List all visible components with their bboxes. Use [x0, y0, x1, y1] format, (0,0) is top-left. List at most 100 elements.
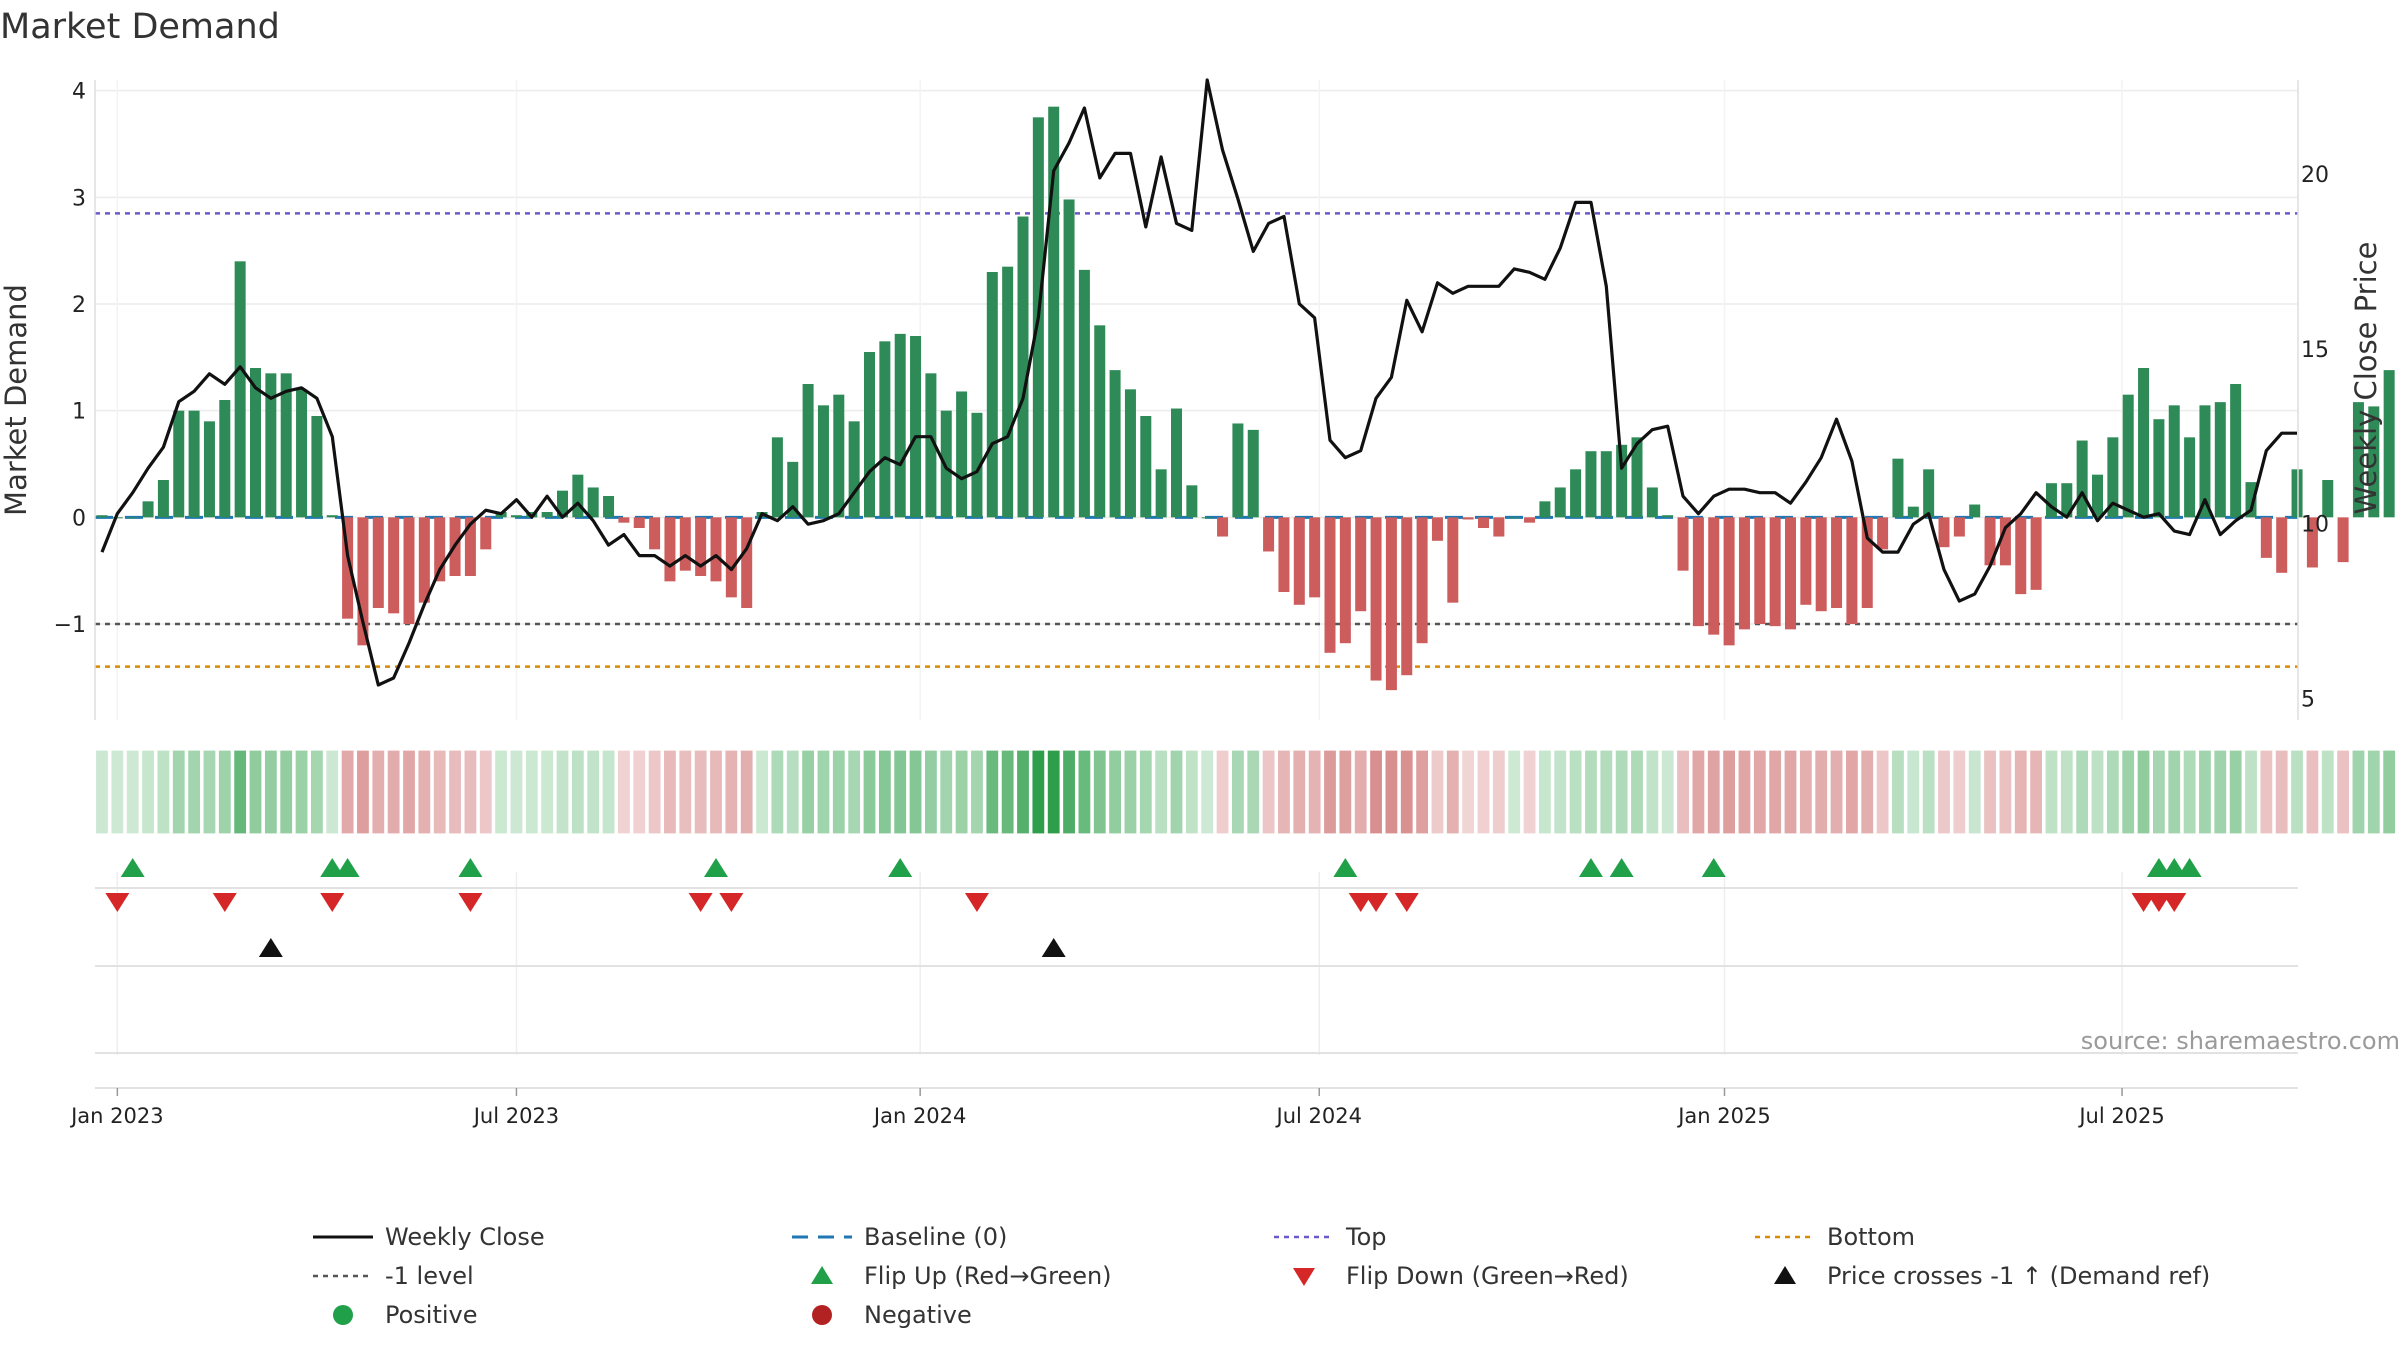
demand-bar [1708, 517, 1720, 635]
heat-cell [2243, 749, 2259, 835]
demand-bar [157, 480, 169, 518]
demand-bar [817, 405, 829, 518]
heat-cell [969, 749, 985, 835]
flip-up-marker [2162, 858, 2187, 877]
legend-label: Top [1345, 1223, 1387, 1251]
heat-cell [386, 749, 401, 835]
heat-cell [1522, 749, 1537, 835]
flip-down-marker [719, 893, 744, 912]
demand-bar [1600, 451, 1612, 518]
heat-cell [1353, 749, 1368, 835]
heat-cell [708, 749, 724, 835]
heat-cell [1077, 749, 1092, 835]
demand-bar [910, 336, 922, 518]
heat-cell [294, 749, 309, 835]
demand-bar [1892, 458, 1904, 518]
heat-cell [494, 749, 509, 835]
y2-tick-label: 10 [2301, 513, 2329, 538]
price-cross-marker [1041, 938, 1066, 957]
demand-bar [1646, 487, 1658, 518]
demand-bar [1278, 517, 1290, 592]
heat-cell [2121, 749, 2136, 835]
heat-cell [140, 749, 156, 835]
heat-cell [1230, 749, 1246, 835]
heat-cell [923, 749, 939, 835]
heat-cell [1568, 749, 1583, 835]
legend-item: Price crosses -1 ↑ (Demand ref) [1774, 1262, 2210, 1290]
demand-bar [2061, 483, 2073, 518]
heat-cell [2151, 749, 2166, 835]
demand-bar [434, 517, 446, 582]
heat-cell [1445, 749, 1460, 835]
price-cross-marker [258, 938, 283, 957]
flip-up-marker [888, 858, 913, 877]
demand-bar [96, 515, 108, 518]
demand-bar [2153, 419, 2165, 518]
demand-bar [848, 421, 860, 518]
demand-bar [1861, 517, 1873, 608]
demand-bar [1692, 517, 1704, 627]
heat-cell [2351, 749, 2366, 835]
demand-heat-strip [94, 749, 2397, 835]
demand-bar [2107, 437, 2119, 518]
flip-down-marker [964, 893, 989, 912]
demand-bar [142, 501, 154, 518]
demand-bar [2122, 394, 2134, 518]
demand-bar [771, 437, 783, 518]
y-axis-label: Market Demand [0, 284, 33, 516]
demand-bar [1877, 517, 1889, 550]
demand-bar [1385, 517, 1397, 691]
heat-cell [248, 749, 263, 835]
demand-bar [127, 517, 139, 519]
chart-title: Market Demand [0, 7, 280, 47]
demand-bar [864, 352, 875, 518]
x-tick-label: Jul 2023 [472, 1104, 559, 1128]
heat-cell [1476, 749, 1491, 835]
demand-bar [2368, 406, 2380, 518]
demand-bar [1738, 517, 1750, 630]
demand-bar [1002, 266, 1014, 518]
heat-cell [1645, 749, 1660, 835]
legend-label: Bottom [1827, 1223, 1915, 1251]
heat-cell [1015, 749, 1031, 835]
demand-bar [1293, 517, 1305, 605]
demand-bar [1754, 517, 1766, 624]
demand-bar [1831, 517, 1843, 608]
heat-cell [1261, 749, 1276, 835]
heat-cell [2228, 749, 2243, 835]
heat-cell [1491, 749, 1506, 835]
heat-cell [2274, 749, 2289, 835]
demand-bar [1401, 517, 1413, 676]
x-tick-label: Jul 2024 [1275, 1104, 1362, 1128]
close-line-layer [100, 78, 2297, 687]
demand-bar [173, 410, 185, 518]
demand-bar [603, 496, 615, 518]
heat-cell [678, 749, 693, 835]
heat-cell [770, 749, 785, 835]
heat-cell [1890, 749, 1906, 835]
demand-bar [234, 261, 246, 518]
demand-bar [1416, 517, 1428, 644]
demand-bar [2230, 384, 2242, 518]
heat-cell [1507, 749, 1522, 835]
demand-bars [96, 106, 2395, 691]
heat-cell [2044, 749, 2059, 835]
demand-bar [1769, 517, 1781, 627]
heat-cell [432, 749, 447, 835]
demand-bar [464, 517, 476, 576]
flip-up-marker [458, 858, 483, 877]
legend-label: Flip Up (Red→Green) [864, 1262, 1112, 1290]
flip-up-marker [320, 858, 345, 877]
heat-cell [586, 749, 601, 835]
y2-tick-label: 5 [2301, 688, 2315, 713]
demand-bar [833, 394, 845, 518]
y-tick-label: 2 [72, 293, 86, 318]
demand-bar [2337, 517, 2349, 563]
demand-bar [357, 517, 369, 646]
flip-up-marker [1609, 858, 1634, 877]
heat-cell [1338, 749, 1353, 835]
demand-bar [2015, 517, 2027, 595]
heat-cell [800, 749, 816, 835]
legend-swatch [1774, 1266, 1796, 1284]
demand-bar [879, 341, 891, 518]
